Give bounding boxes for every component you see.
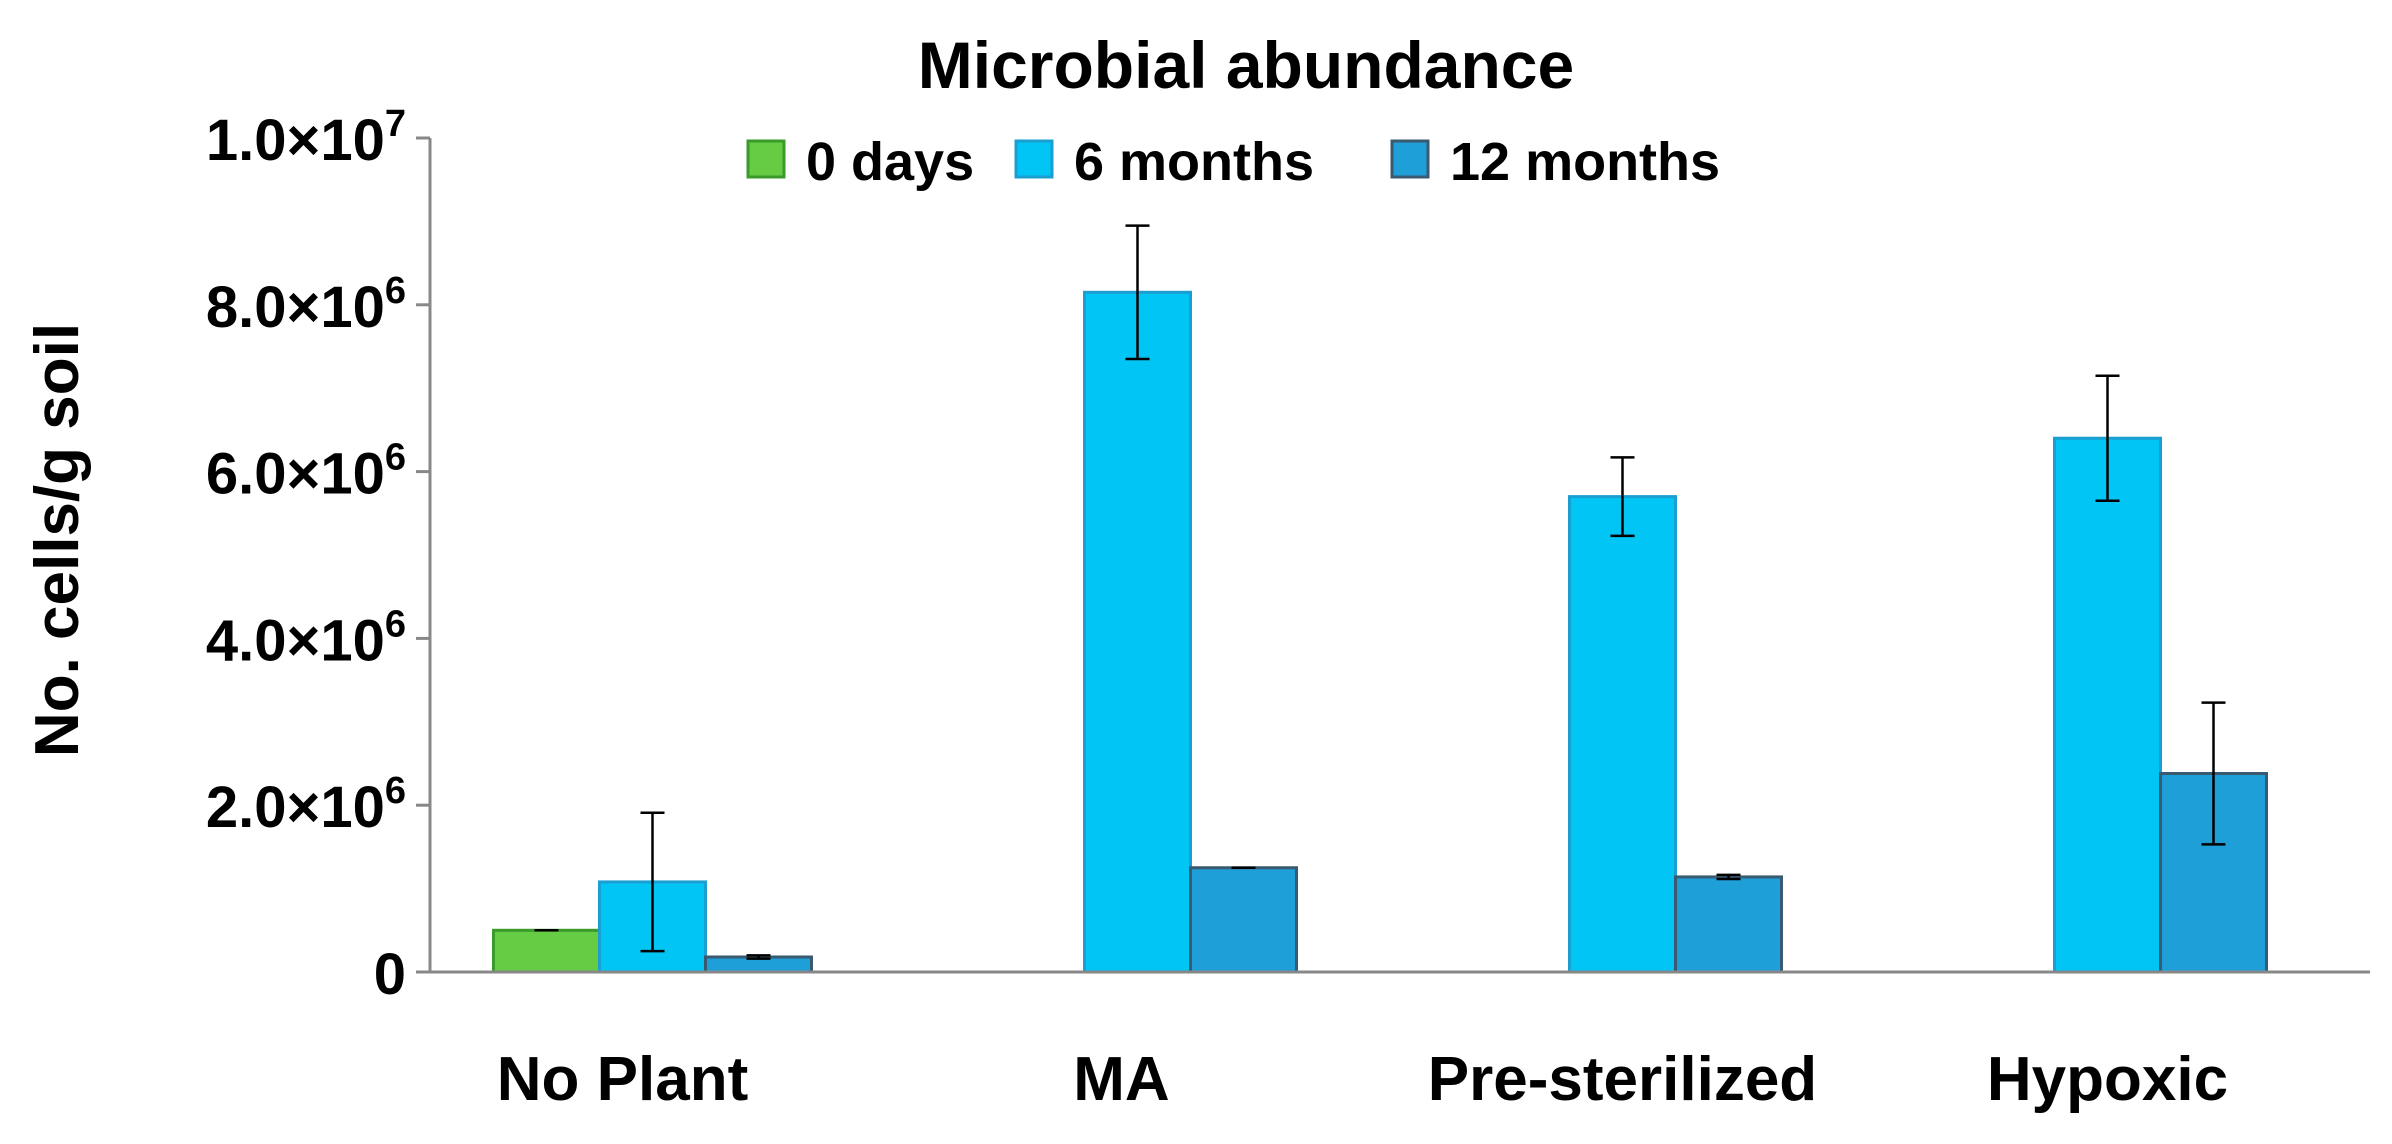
y-tick-exponent: 6 xyxy=(385,437,406,479)
x-axis-labels: No Plant MA Pre-sterilized Hypoxic xyxy=(497,1045,2228,1114)
bar-6-months-pre-sterilized xyxy=(1570,497,1676,972)
chart-title: Microbial abundance xyxy=(918,28,1574,102)
legend-label: 12 months xyxy=(1450,132,1720,192)
x-tick-label: No Plant xyxy=(497,1045,748,1114)
chart-container: Microbial abundance No. cells/g soil 0 d… xyxy=(0,0,2392,1139)
bar-12-months-ma xyxy=(1191,868,1297,972)
x-tick-label: Hypoxic xyxy=(1987,1045,2228,1114)
y-tick-mantissa: 0 xyxy=(374,942,406,1007)
bars xyxy=(494,292,2267,972)
y-axis-label: No. cells/g soil xyxy=(23,323,92,757)
y-tick-label: 0 xyxy=(374,942,406,1007)
y-tick-exponent: 6 xyxy=(385,770,406,812)
x-tick-label: MA xyxy=(1073,1045,1169,1114)
y-tick-mantissa: 6.0×10 xyxy=(206,442,385,507)
y-tick-label: 8.0×106 xyxy=(206,270,406,340)
y-tick-exponent: 7 xyxy=(385,103,406,145)
bar-12-months-pre-sterilized xyxy=(1676,877,1782,972)
x-tick-label: Pre-sterilized xyxy=(1428,1045,1817,1114)
legend-label: 0 days xyxy=(806,132,974,192)
bar-0-days-no-plant xyxy=(494,930,600,972)
legend-swatch xyxy=(1392,141,1428,177)
y-tick-label: 1.0×107 xyxy=(206,103,406,173)
error-bars xyxy=(535,226,2226,959)
legend-swatch xyxy=(748,141,784,177)
y-tick-exponent: 6 xyxy=(385,603,406,645)
bar-6-months-ma xyxy=(1085,292,1191,972)
legend-swatch xyxy=(1016,141,1052,177)
bar-chart: Microbial abundance No. cells/g soil 0 d… xyxy=(0,0,2392,1139)
y-tick-mantissa: 8.0×10 xyxy=(206,275,385,340)
y-tick-exponent: 6 xyxy=(385,270,406,312)
legend: 0 days 6 months 12 months xyxy=(748,132,1720,192)
y-tick-label: 6.0×106 xyxy=(206,437,406,507)
legend-label: 6 months xyxy=(1074,132,1314,192)
y-tick-mantissa: 1.0×10 xyxy=(206,108,385,173)
y-tick-mantissa: 2.0×10 xyxy=(206,775,385,840)
bar-6-months-hypoxic xyxy=(2055,438,2161,972)
y-tick-label: 4.0×106 xyxy=(206,603,406,673)
y-tick-label: 2.0×106 xyxy=(206,770,406,840)
y-tick-mantissa: 4.0×10 xyxy=(206,608,385,673)
